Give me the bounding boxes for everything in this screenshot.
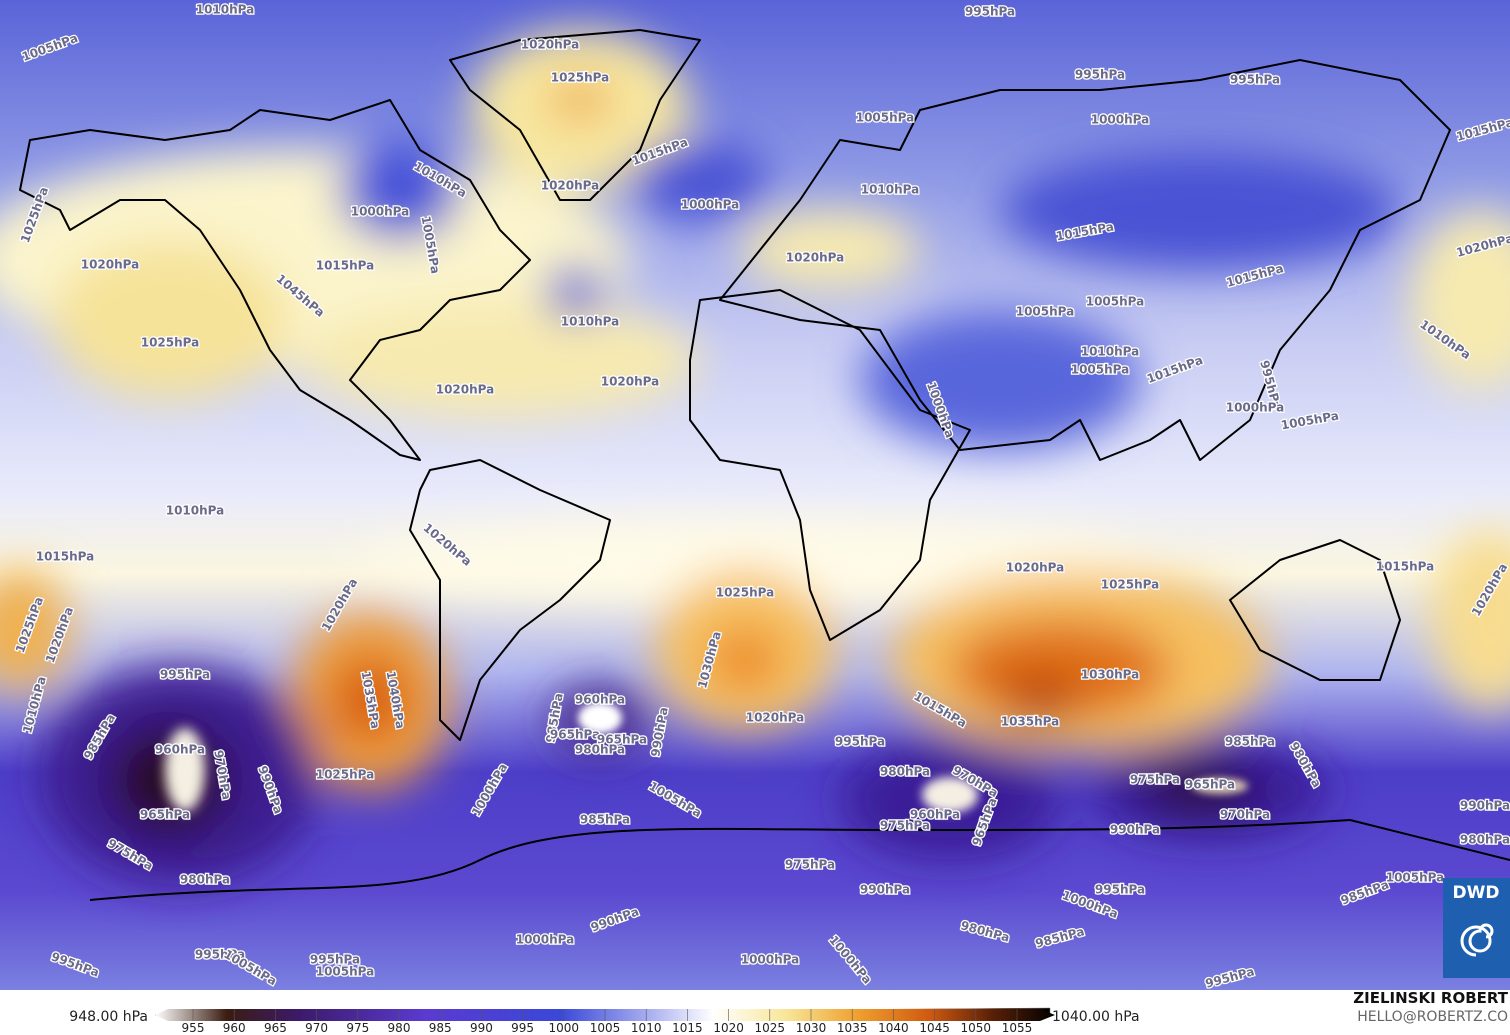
- isobar-label: 980hPa: [180, 873, 230, 887]
- colorbar-tick-label: 1040: [878, 1021, 909, 1035]
- colorbar-tick-label: 990: [470, 1021, 493, 1035]
- isobar-label: 1025hPa: [716, 586, 775, 600]
- colorbar-tick-label: 985: [429, 1021, 452, 1035]
- colorbar-tick-label: 970: [305, 1021, 328, 1035]
- isobar-label: 1020hPa: [601, 375, 660, 389]
- isobar-label: 1025hPa: [1101, 578, 1160, 592]
- colorbar-tick-label: 1025: [755, 1021, 786, 1035]
- isobar-label: 1005hPa: [856, 111, 915, 125]
- isobar-label: 1025hPa: [316, 768, 375, 782]
- isobar-label: 965hPa: [550, 728, 600, 742]
- isobar-label: 1000hPa: [1091, 113, 1150, 127]
- colorbar-tick-label: 975: [346, 1021, 369, 1035]
- isobar-label: 965hPa: [140, 808, 190, 822]
- isobar-label: 990hPa: [860, 883, 910, 897]
- isobar-label: 995hPa: [310, 953, 360, 967]
- isobar-label: 980hPa: [1460, 833, 1510, 847]
- isobar-label: 1005hPa: [1071, 363, 1130, 377]
- isobar-label: 1020hPa: [436, 383, 495, 397]
- isobar-label: 1020hPa: [786, 251, 845, 265]
- colorbar-tick-label: 1000: [549, 1021, 580, 1035]
- isobar-label: 1020hPa: [521, 38, 580, 52]
- colorbar-tick-label: 1050: [961, 1021, 992, 1035]
- isobar-label: 1020hPa: [541, 179, 600, 193]
- isobar-label: 1000hPa: [1226, 401, 1285, 415]
- isobar-label: 975hPa: [785, 858, 835, 872]
- colorbar-tick-label: 1055: [1002, 1021, 1033, 1035]
- isobar-label: 975hPa: [1130, 773, 1180, 787]
- pressure-field: [0, 0, 1510, 990]
- isobar-label: 1020hPa: [81, 258, 140, 272]
- colorbar-tick-label: 1015: [672, 1021, 703, 1035]
- isobar-label: 1005hPa: [316, 965, 375, 979]
- isobar-label: 990hPa: [1110, 823, 1160, 837]
- colorbar-min-label: 948.00 hPa: [69, 1009, 148, 1025]
- colorbar-tick-label: 1035: [837, 1021, 868, 1035]
- isobar-label: 1000hPa: [741, 953, 800, 967]
- colorbar-tick-label: 960: [223, 1021, 246, 1035]
- isobar-label: 1010hPa: [1081, 345, 1140, 359]
- isobar-label: 1000hPa: [681, 198, 740, 212]
- isobar-label: 960hPa: [575, 693, 625, 707]
- isobar-label: 975hPa: [880, 819, 930, 833]
- isobar-label: 960hPa: [155, 743, 205, 757]
- isobar-label: 1010hPa: [166, 504, 225, 518]
- isobar-label: 970hPa: [1220, 808, 1270, 822]
- isobar-label: 965hPa: [597, 733, 647, 747]
- isobar-label: 1010hPa: [196, 3, 255, 17]
- colorbar-tick-label: 1010: [631, 1021, 662, 1035]
- isobar-label: 995hPa: [1230, 73, 1280, 87]
- colorbar-tick-label: 1045: [919, 1021, 950, 1035]
- isobar-label: 980hPa: [575, 743, 625, 757]
- author: ZIELINSKI ROBERT: [1353, 989, 1508, 1007]
- isobar-label: 995hPa: [1095, 883, 1145, 897]
- isobar-label: 1005hPa: [1086, 295, 1145, 309]
- isobar-label: 1005hPa: [1016, 305, 1075, 319]
- isobar-label: 965hPa: [1185, 778, 1235, 792]
- isobar-label: 1030hPa: [1081, 668, 1140, 682]
- isobar-label: 1000hPa: [351, 205, 410, 219]
- colorbar-tick-label: 965: [264, 1021, 287, 1035]
- isobar-label: 1025hPa: [141, 336, 200, 350]
- colorbar-tick-label: 980: [388, 1021, 411, 1035]
- isobar-label: 980hPa: [880, 765, 930, 779]
- colorbar: 948.00 hPa 1040.00 hPa 955 960 965 970 975 98…: [69, 1007, 1140, 1035]
- colorbar-tick-label: 995: [511, 1021, 534, 1035]
- isobar-label: 995hPa: [965, 5, 1015, 19]
- isobar-label: 1020hPa: [746, 711, 805, 725]
- isobar-label: 995hPa: [1075, 68, 1125, 82]
- colorbar-tick-label: 1020: [713, 1021, 744, 1035]
- email: HELLO@ROBERTZ.CO: [1357, 1009, 1508, 1025]
- colorbar-max-label: 1040.00 hPa: [1052, 1009, 1140, 1025]
- isobar-label: 995hPa: [835, 735, 885, 749]
- isobar-label: 1015hPa: [316, 259, 375, 273]
- colorbar-tick-label: 955: [182, 1021, 205, 1035]
- isobar-label: 1010hPa: [861, 183, 920, 197]
- isobar-label: 995hPa: [195, 948, 245, 962]
- isobar-label: 1035hPa: [1001, 715, 1060, 729]
- isobar-label: 960hPa: [910, 808, 960, 822]
- isobar-label: 1015hPa: [1376, 560, 1435, 574]
- isobar-label: 1015hPa: [36, 550, 95, 564]
- isobar-label: 1000hPa: [516, 933, 575, 947]
- isobar-label: 985hPa: [1225, 735, 1275, 749]
- isobar-label: 1020hPa: [1006, 561, 1065, 575]
- isobar-label: 1005hPa: [1386, 871, 1445, 885]
- isobar-label: 990hPa: [1460, 799, 1510, 813]
- isobar-label: 985hPa: [580, 813, 630, 827]
- isobar-label: 1025hPa: [551, 71, 610, 85]
- colorbar-tick-label: 1030: [796, 1021, 827, 1035]
- dwd-logo: DWD: [1443, 878, 1510, 978]
- coastlines: [19, 29, 1510, 901]
- isobar-label: 995hPa: [160, 668, 210, 682]
- isobar-label: 1010hPa: [561, 315, 620, 329]
- colorbar-tick-label: 1005: [590, 1021, 621, 1035]
- logo-text: DWD: [1453, 883, 1500, 903]
